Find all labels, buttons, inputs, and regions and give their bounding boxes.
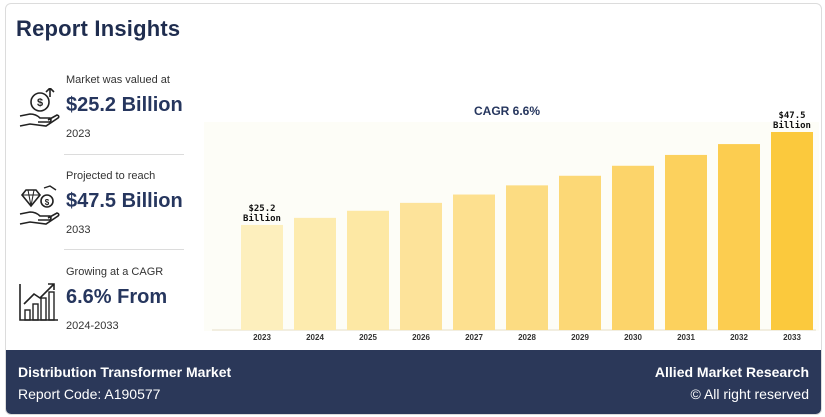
data-label-first: $25.2	[248, 204, 275, 214]
bar-2031	[665, 154, 707, 330]
x-tick-label: 2024	[306, 333, 324, 341]
x-tick-label: 2027	[465, 333, 483, 341]
divider	[64, 249, 184, 250]
report-code: Report Code: A190577	[18, 386, 161, 402]
svg-text:$: $	[45, 198, 50, 207]
x-tick-label: 2028	[518, 333, 536, 341]
footer-bar: Distribution Transformer Market Report C…	[6, 350, 821, 414]
market-name: Distribution Transformer Market	[18, 364, 232, 380]
bar-2024	[294, 217, 336, 330]
stat-value: 6.6% From	[66, 286, 168, 308]
stat-market-value: $ Market was valued at $25.2 Billion 202…	[14, 66, 189, 162]
bar-2023	[241, 224, 283, 330]
svg-text:$: $	[37, 97, 43, 109]
stat-year: 2024-2033	[66, 320, 119, 332]
stat-year: 2033	[66, 224, 91, 236]
bar-2026	[400, 202, 442, 330]
x-tick-label: 2025	[359, 333, 377, 341]
page-title: Report Insights	[16, 16, 181, 41]
report-card: Report Insights $ Market was valued at $…	[5, 3, 822, 415]
x-tick-label: 2029	[571, 333, 589, 341]
stat-label: Market was valued at	[66, 74, 170, 86]
bar-2033	[771, 132, 813, 330]
stat-label: Growing at a CAGR	[66, 266, 164, 278]
brand-name: Allied Market Research	[654, 364, 809, 380]
bar-2027	[453, 194, 495, 330]
x-tick-label: 2031	[677, 333, 695, 341]
bar-2028	[506, 185, 548, 330]
bar-2025	[347, 210, 389, 330]
data-label-first: Billion	[243, 213, 281, 224]
x-tick-label: 2033	[783, 333, 801, 341]
diamond-hand-icon: $	[19, 185, 60, 225]
divider	[64, 154, 184, 155]
stat-value: $47.5 Billion	[66, 190, 183, 212]
x-tick-label: 2023	[253, 333, 271, 341]
stat-cagr: Growing at a CAGR 6.6% From 2024-2033	[14, 258, 189, 354]
stat-projected-value: $ Projected to reach $47.5 Billion 2033	[14, 162, 189, 258]
chart-svg: 2023 2024 2025 2026 2027 2028 2029 2030 2031 2032…	[212, 111, 816, 341]
bar-chart: CAGR 6.6% 2023 2024 2025 2026 2027 2028 2029 20…	[204, 104, 819, 341]
data-label-last: $47.5	[778, 111, 805, 121]
stat-year: 2023	[66, 128, 91, 140]
copyright: © All right reserved	[690, 386, 809, 402]
cagr-annotation: CAGR 6.6%	[474, 104, 541, 118]
x-tick-label: 2032	[730, 333, 748, 341]
data-label-last: Billion	[773, 120, 811, 131]
money-hand-icon: $	[19, 88, 60, 127]
x-tick-label: 2026	[412, 333, 430, 341]
bar-2029	[559, 175, 601, 330]
stat-label: Projected to reach	[66, 170, 156, 182]
bar-2030	[612, 165, 654, 330]
stat-value: $25.2 Billion	[66, 94, 183, 116]
x-tick-label: 2030	[624, 333, 642, 341]
bar-2032	[718, 144, 760, 330]
growth-chart-icon	[19, 283, 58, 321]
